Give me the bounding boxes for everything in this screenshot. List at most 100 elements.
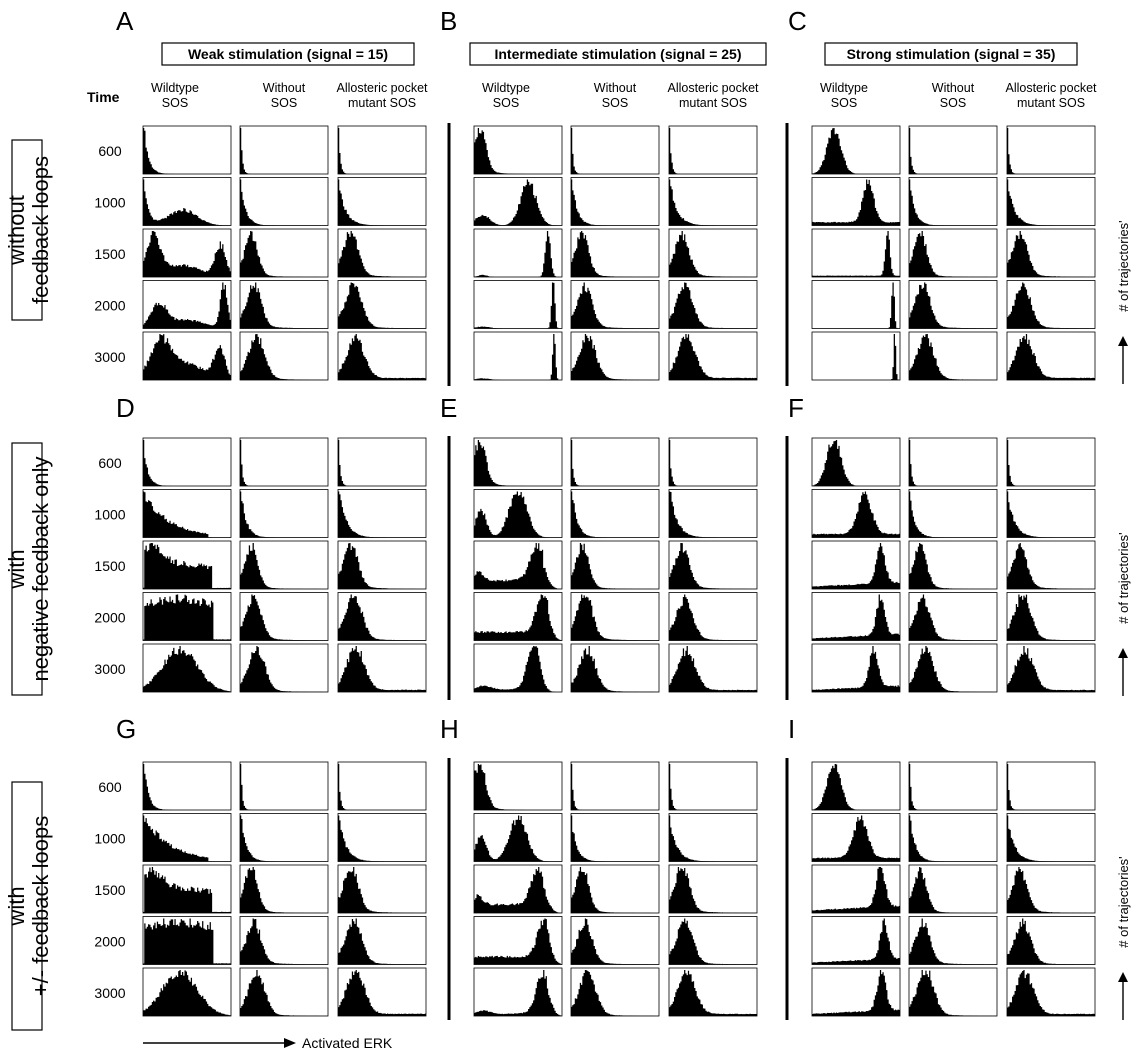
row-label-box-3 [11,781,43,1031]
histogram-panel [473,967,563,1017]
histogram-frame [142,761,232,811]
histogram-panel [337,592,427,641]
histogram-panel [570,437,660,487]
histogram-panel [337,489,427,538]
histogram-panel [239,761,329,811]
histogram-frame [570,177,660,226]
histogram-panel [337,331,427,381]
histogram-frame [570,813,660,862]
column-header-line1: Allosteric pocket [336,81,428,95]
histogram-bars [669,179,757,226]
histogram-bars [1007,334,1095,380]
histogram-panel [908,864,998,914]
panel-letter-I: I [788,714,795,744]
histogram-frame [337,437,427,487]
condition-box-3 [824,42,1078,66]
histogram-panel [239,813,329,862]
histogram-panel [668,967,758,1017]
time-label-1500: 1500 [94,246,125,262]
histogram-panel [668,331,758,381]
y-axis-label: # of trajectories' [1116,220,1131,311]
y-axis-arrowhead [1118,336,1128,346]
histogram-frame [1006,813,1096,862]
histogram-frame [570,437,660,487]
condition-box-2 [469,42,767,66]
time-label-600: 600 [98,779,122,795]
histogram-panel [908,228,998,278]
histogram-bars [1007,646,1095,692]
histogram-panel [811,643,901,693]
histogram-bars [909,970,997,1016]
time-label-3000: 3000 [94,985,125,1001]
histogram-frame [908,489,998,538]
histogram-frame [908,177,998,226]
histogram-panel [142,916,232,965]
histogram-panel [239,864,329,914]
histogram-panel [908,916,998,965]
histogram-bars [338,179,426,226]
histogram-frame [1006,761,1096,811]
histogram-bars [571,491,659,538]
column-header-line2: SOS [493,96,519,110]
histogram-bars [474,334,562,380]
histogram-bars [1007,491,1095,538]
histogram-frame [811,489,901,538]
histogram-panel [142,643,232,693]
histogram-panel [142,761,232,811]
y-axis-label: # of trajectories' [1116,532,1131,623]
histogram-bars [812,231,900,277]
column-header-line1: Wildtype [820,81,868,95]
row-label-line1: with [4,549,29,589]
histogram-panel [473,540,563,590]
time-header: Time [87,89,120,105]
histogram-frame [908,437,998,487]
histogram-panel [473,916,563,965]
histogram-panel [1006,177,1096,226]
histogram-bars [143,867,231,913]
histogram-panel [908,489,998,538]
histogram-panel [570,228,660,278]
histogram-bars [1007,543,1095,589]
histogram-bars [909,231,997,277]
panel-letter-B: B [440,6,457,36]
histogram-bars [571,179,659,226]
histogram-bars [143,179,231,226]
histogram-bars [812,594,900,641]
histogram-panel [473,125,563,175]
condition-box-1 [161,42,415,66]
histogram-frame [811,177,901,226]
histogram-bars [669,970,757,1016]
column-header-line2: SOS [162,96,188,110]
histogram-bars [1007,970,1095,1016]
histogram-panel [908,540,998,590]
histogram-panel [142,967,232,1017]
histogram-bars [669,867,757,913]
histogram-frame [239,437,329,487]
histogram-panel [142,592,232,641]
histogram-frame [337,125,427,175]
histogram-panel [1006,813,1096,862]
histogram-panel [473,437,563,487]
panel-letter-E: E [440,393,457,423]
histogram-bars [812,128,900,174]
time-label-2000: 2000 [94,610,125,626]
panel-letter-D: D [116,393,135,423]
histogram-frame [668,761,758,811]
histogram-bars [474,543,562,589]
histogram-panel [142,125,232,175]
column-header-line2: SOS [602,96,628,110]
histogram-panel [239,916,329,965]
histogram-panel [142,437,232,487]
histogram-panel [570,280,660,329]
histogram-panel [811,761,901,811]
histogram-frame [142,125,232,175]
histogram-panel [239,592,329,641]
histogram-panel [908,813,998,862]
histogram-bars [143,970,231,1016]
histogram-bars [669,815,757,862]
row-label-line1: without [4,195,29,266]
histogram-bars [812,918,900,965]
histogram-panel [473,331,563,381]
column-header-line2: SOS [271,96,297,110]
histogram-panel [337,540,427,590]
